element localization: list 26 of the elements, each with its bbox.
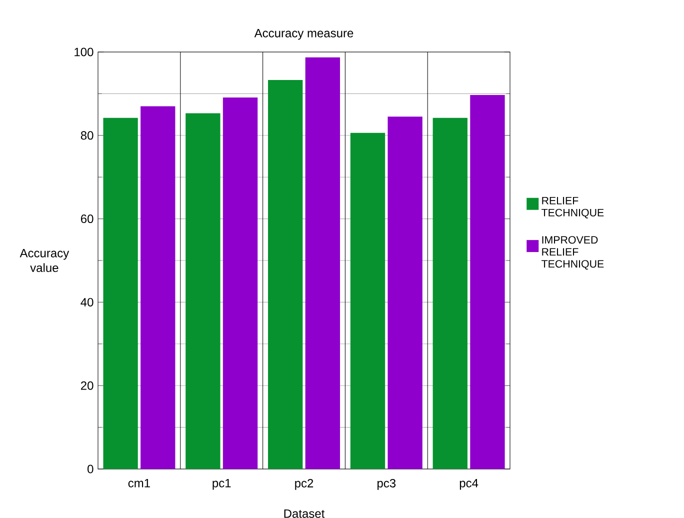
legend-label: IMPROVED RELIEF TECHNIQUE	[542, 236, 604, 270]
y-tick-label: 60	[80, 214, 94, 224]
y-tick-label: 0	[88, 464, 94, 474]
bar	[388, 116, 422, 469]
x-tick-label: cm1	[128, 478, 150, 488]
x-axis-title: Dataset	[284, 509, 325, 518]
x-tick-label: pc2	[295, 478, 314, 490]
bar	[140, 106, 176, 469]
chart-title: Accuracy measure	[254, 28, 354, 40]
bar	[305, 57, 340, 469]
y-axis-title: Accuracy value	[20, 248, 70, 272]
x-tick-label: pc1	[212, 478, 231, 490]
bar	[470, 94, 505, 469]
bar	[222, 97, 258, 469]
bar	[103, 118, 138, 469]
bar	[350, 132, 386, 469]
y-tick-label: 20	[80, 381, 94, 390]
bar	[432, 118, 468, 469]
x-tick-label: pc3	[378, 478, 396, 490]
y-tick-label: 80	[80, 131, 94, 140]
x-tick-label: pc4	[460, 478, 478, 490]
y-tick-label: 40	[80, 298, 94, 306]
bar	[268, 80, 303, 469]
y-tick-label: 100	[74, 48, 94, 56]
legend-label: RELIEF TECHNIQUE	[542, 196, 604, 218]
bar	[186, 113, 220, 469]
